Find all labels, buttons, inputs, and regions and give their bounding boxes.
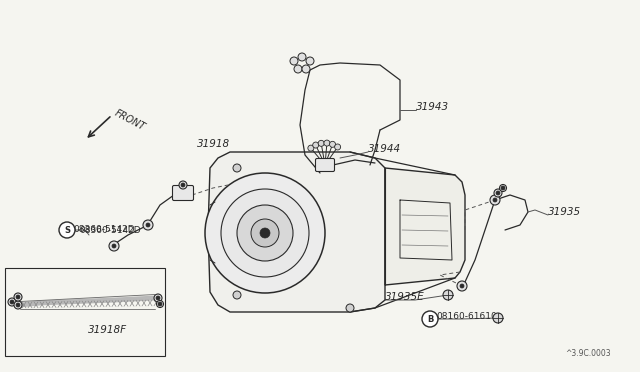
Text: ^3.9C.0003: ^3.9C.0003: [565, 349, 611, 358]
Text: 31918: 31918: [197, 139, 230, 149]
Circle shape: [156, 296, 160, 300]
Circle shape: [496, 191, 500, 195]
Circle shape: [233, 164, 241, 172]
Text: 31918F: 31918F: [88, 325, 127, 335]
Circle shape: [290, 57, 298, 65]
Circle shape: [8, 298, 16, 306]
Circle shape: [16, 295, 20, 299]
Circle shape: [237, 205, 293, 261]
Circle shape: [181, 183, 185, 187]
Circle shape: [233, 291, 241, 299]
Circle shape: [318, 140, 324, 146]
Text: 31935E: 31935E: [385, 292, 424, 302]
Circle shape: [179, 181, 187, 189]
Circle shape: [460, 284, 464, 288]
Text: B: B: [427, 314, 433, 324]
Text: S: S: [64, 225, 70, 234]
Circle shape: [16, 303, 20, 307]
Circle shape: [493, 313, 503, 323]
Text: 31943: 31943: [416, 102, 449, 112]
Circle shape: [143, 220, 153, 230]
Circle shape: [10, 300, 14, 304]
Circle shape: [422, 311, 438, 327]
FancyBboxPatch shape: [5, 268, 165, 356]
Circle shape: [205, 173, 325, 293]
Circle shape: [112, 244, 116, 248]
Circle shape: [146, 223, 150, 227]
Circle shape: [493, 198, 497, 202]
Circle shape: [294, 65, 302, 73]
Circle shape: [14, 301, 22, 309]
Polygon shape: [208, 152, 385, 312]
FancyBboxPatch shape: [316, 158, 335, 171]
FancyBboxPatch shape: [173, 186, 193, 201]
Circle shape: [154, 294, 162, 302]
Circle shape: [313, 142, 319, 148]
Text: 08360-5142D: 08360-5142D: [73, 225, 134, 234]
Circle shape: [14, 293, 22, 301]
Circle shape: [324, 140, 330, 146]
Circle shape: [306, 57, 314, 65]
Polygon shape: [385, 168, 465, 285]
Circle shape: [494, 189, 502, 197]
Circle shape: [308, 145, 314, 151]
Circle shape: [335, 144, 340, 150]
Text: 31935: 31935: [548, 207, 581, 217]
Text: 31944: 31944: [368, 144, 401, 154]
Circle shape: [157, 301, 163, 308]
Text: 08160-61610: 08160-61610: [436, 312, 497, 321]
Circle shape: [457, 281, 467, 291]
Circle shape: [158, 302, 162, 306]
Circle shape: [490, 195, 500, 205]
Circle shape: [221, 189, 309, 277]
Circle shape: [109, 241, 119, 251]
Circle shape: [260, 228, 270, 238]
Circle shape: [302, 65, 310, 73]
Circle shape: [251, 219, 279, 247]
Circle shape: [501, 186, 505, 190]
Circle shape: [59, 222, 75, 238]
Circle shape: [443, 290, 453, 300]
Circle shape: [499, 185, 506, 192]
Circle shape: [330, 141, 335, 147]
Text: 08360-5142D: 08360-5142D: [79, 226, 141, 235]
Circle shape: [298, 53, 306, 61]
Text: FRONT: FRONT: [113, 108, 147, 132]
Circle shape: [346, 304, 354, 312]
